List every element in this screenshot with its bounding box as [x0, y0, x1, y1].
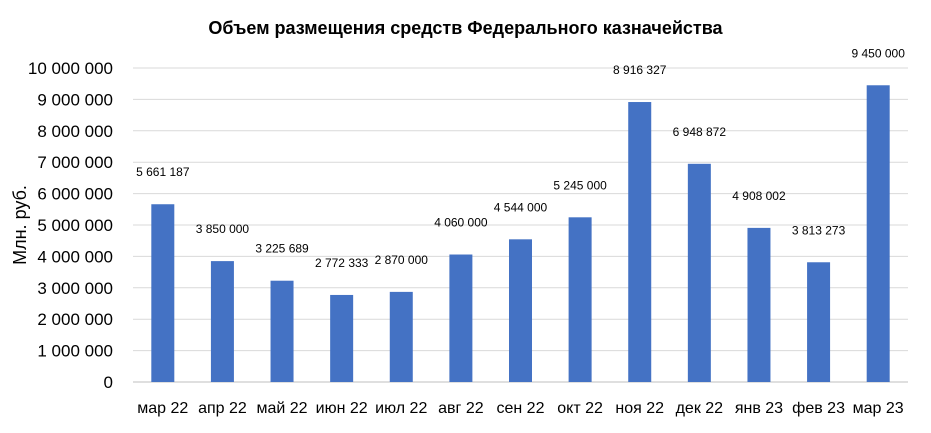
y-tick-label: 7 000 000 [37, 153, 113, 172]
bar [330, 294, 354, 382]
bar [449, 254, 473, 382]
data-label: 2 870 000 [375, 253, 429, 267]
data-labels: 5 661 187 3 850 000 3 225 689 2 772 333 2 87… [136, 46, 905, 270]
x-tick-label: фев 23 [792, 400, 845, 417]
data-label: 2 772 333 [315, 256, 369, 270]
x-tick-label: окт 22 [557, 400, 603, 417]
x-tick-label: май 22 [256, 400, 307, 417]
data-label: 6 948 872 [673, 125, 727, 139]
bar [807, 262, 831, 382]
chart-title: Объем размещения средств Федерального ка… [208, 18, 723, 38]
bar [568, 217, 592, 382]
x-tick-label: авг 22 [438, 400, 484, 417]
bar [151, 204, 175, 382]
x-tick-label: июн 22 [316, 400, 368, 417]
data-label: 3 813 273 [792, 223, 846, 237]
y-tick-label: 2 000 000 [37, 310, 113, 329]
data-label: 4 908 002 [732, 189, 786, 203]
y-tick-label: 0 [104, 373, 113, 392]
y-tick-label: 3 000 000 [37, 279, 113, 298]
data-label: 4 544 000 [494, 200, 548, 214]
y-tick-label: 9 000 000 [37, 90, 113, 109]
bar [270, 280, 294, 382]
data-label: 5 661 187 [136, 165, 190, 179]
data-label: 3 850 000 [196, 222, 250, 236]
y-tick-label: 10 000 000 [28, 59, 113, 78]
x-tick-label: мар 22 [137, 400, 188, 417]
y-tick-label: 1 000 000 [37, 342, 113, 361]
y-axis: 0 1 000 000 2 000 000 3 000 000 4 000 000 5 0… [28, 59, 113, 392]
y-axis-title: Млн. руб. [10, 185, 30, 265]
x-tick-label: мар 23 [853, 400, 904, 417]
x-tick-label: апр 22 [198, 400, 247, 417]
x-tick-label: ноя 22 [615, 400, 664, 417]
data-label: 8 916 327 [613, 63, 667, 77]
y-tick-label: 4 000 000 [37, 247, 113, 266]
data-label: 5 245 000 [553, 178, 607, 192]
x-axis: мар 22 апр 22 май 22 июн 22 июл 22 авг 22 сен … [137, 400, 904, 417]
data-label: 4 060 000 [434, 216, 488, 230]
bar [687, 163, 711, 382]
y-tick-label: 8 000 000 [37, 122, 113, 141]
bar [628, 102, 652, 382]
x-tick-label: июл 22 [375, 400, 427, 417]
x-tick-label: янв 23 [735, 400, 783, 417]
data-label: 9 450 000 [851, 46, 905, 60]
bars [151, 85, 890, 383]
x-tick-label: сен 22 [497, 400, 545, 417]
bar [210, 261, 234, 382]
bar [866, 85, 890, 383]
y-tick-label: 5 000 000 [37, 216, 113, 235]
x-tick-label: дек 22 [676, 400, 724, 417]
bar [747, 227, 771, 382]
bar [389, 291, 413, 382]
data-label: 3 225 689 [255, 242, 309, 256]
y-tick-label: 6 000 000 [37, 185, 113, 204]
bar [509, 239, 532, 382]
